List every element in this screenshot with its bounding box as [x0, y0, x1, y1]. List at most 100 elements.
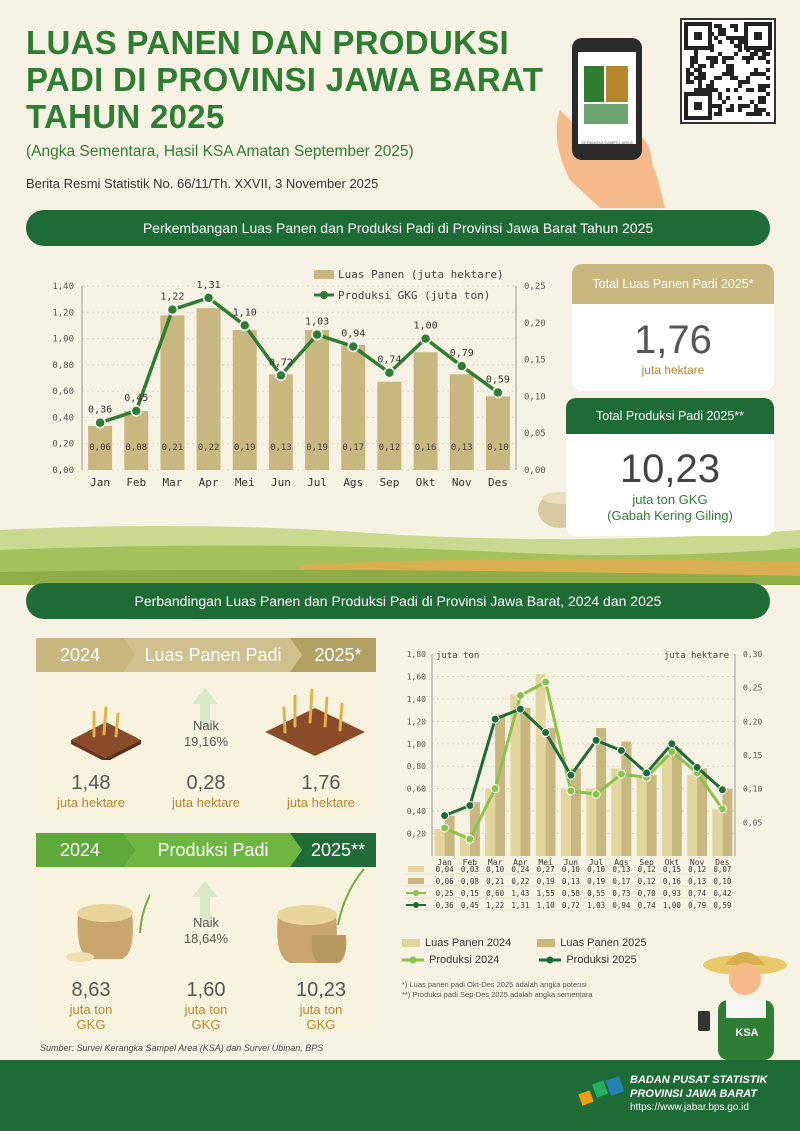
luas-val-b: 1,76: [301, 772, 341, 794]
qr-module: [766, 92, 770, 96]
qr-module: [730, 56, 734, 60]
table-cell: 0,94: [612, 901, 631, 910]
table-cell: 0,25: [436, 889, 454, 898]
qr-module: [706, 56, 710, 60]
table-cell: 0,13: [688, 877, 706, 886]
qr-module: [690, 64, 694, 68]
bar-label: 0,17: [342, 443, 364, 453]
table-cell: 1,31: [511, 901, 529, 910]
line-label: 0,59: [486, 374, 510, 385]
qr-module: [714, 56, 718, 60]
bar-luas-panen: [160, 315, 185, 470]
bar-luas-2024: [687, 775, 698, 856]
produksi-unit-b1: juta ton: [299, 1002, 343, 1017]
card2-unit-line1: juta ton GKG: [632, 491, 708, 507]
farmland-2024-icon: [71, 706, 141, 760]
y-left-tick: 1,00: [407, 740, 426, 749]
qr-module: [738, 80, 742, 84]
bar-luas-2024: [459, 835, 470, 856]
point-produksi: [347, 340, 359, 353]
rice-sack-2025-icon: [277, 868, 365, 963]
qr-module: [722, 56, 726, 60]
qr-module: [758, 84, 762, 88]
point-produksi: [239, 319, 251, 332]
point-produksi-2024: [515, 691, 525, 701]
qr-module: [698, 84, 702, 88]
bar-luas-2025: [671, 748, 682, 856]
table-cell: 0,74: [688, 889, 707, 898]
bar-luas-2025: [495, 714, 506, 856]
bar-luas-2024: [535, 674, 546, 856]
point-produksi-2024: [440, 823, 450, 833]
table-cell: 0,22: [511, 877, 529, 886]
table-cell: 0,03: [461, 865, 479, 874]
page-title: LUAS PANEN DAN PRODUKSI PADI DI PROVINSI…: [26, 24, 546, 135]
qr-module: [694, 88, 698, 92]
qr-module: [758, 112, 762, 116]
arrow-up-icon-2: [192, 881, 218, 921]
bar-luas-2024: [611, 768, 622, 856]
bar-label: 0,19: [234, 443, 256, 453]
note-2: **) Produksi padi Sep-Des 2025 adalah an…: [402, 990, 593, 999]
x-tick-label: Apr: [513, 858, 528, 867]
produksi-unit-a1: juta ton: [69, 1002, 113, 1017]
chart1-svg: 0,00 0,20 0,40 0,60 0,80 1,00 1,20 1,40 0,00 0,05…: [52, 268, 546, 489]
x-tick-label: Nov: [690, 858, 705, 867]
qr-module: [734, 52, 738, 56]
qr-code[interactable]: [680, 18, 776, 124]
section-banner-2: Perbandingan Luas Panen dan Produksi Pad…: [26, 583, 770, 619]
qr-module: [734, 28, 738, 32]
point-produksi-2024: [541, 677, 551, 687]
produksi-val-mid: 1,60: [186, 979, 226, 1001]
produksi-year-a: 2024: [59, 839, 101, 860]
phone-caption: KERANGKA SAMPEL AREA: [581, 140, 633, 145]
produksi-unit-b2: GKG: [306, 1017, 336, 1032]
qr-module: [714, 76, 718, 80]
qr-module: [754, 52, 758, 56]
legend-bar-label: Luas Panen (juta hektare): [338, 268, 504, 281]
qr-module: [754, 72, 758, 76]
qr-module: [738, 36, 742, 40]
bar-label: 0,13: [451, 443, 473, 453]
qr-module: [750, 100, 754, 104]
luas-unit-mid: juta hektare: [172, 795, 240, 810]
hand-phone-icon: [556, 38, 665, 208]
point-produksi: [383, 366, 396, 379]
qr-module: [690, 80, 694, 84]
point-produksi: [202, 292, 215, 304]
y-right-tick: 0,10: [524, 392, 546, 402]
bar-luas-2025: [646, 775, 657, 856]
luas-naik-pct: 19,16%: [183, 734, 229, 749]
bar-luas-2024: [560, 788, 571, 856]
line-label: 1,00: [414, 321, 438, 332]
x-tick-label: Jan: [437, 858, 452, 867]
qr-module: [722, 100, 726, 104]
line-produksi-2025: [444, 707, 724, 817]
table-cell: 0,59: [713, 901, 731, 910]
bar-luas-2025: [545, 728, 556, 856]
qr-module: [718, 112, 722, 116]
produksi-label: Produksi Padi: [157, 839, 269, 860]
qr-module: [730, 68, 734, 72]
bar-label: 0,06: [89, 443, 111, 453]
luas-label: Luas Panen Padi: [144, 644, 282, 665]
bar-luas-panen: [485, 396, 510, 470]
qr-module: [702, 72, 706, 76]
source-note: Sumber: Survei Kerangka Sampel Area (KSA…: [40, 1043, 324, 1053]
bar-luas-panen: [449, 374, 474, 470]
footer-url[interactable]: https://www.jabar.bps.go.id: [630, 1102, 749, 1113]
qr-module: [726, 36, 730, 40]
bar-luas-panen: [341, 344, 366, 470]
y-left-tick: 0,00: [52, 466, 74, 476]
note-1: *) Luas panen padi Okt-Des 2025 adalah a…: [402, 980, 587, 989]
bps-logo-icon: [578, 1076, 625, 1106]
x-tick-label: Mei: [235, 476, 255, 489]
table-cell: 0,73: [612, 889, 630, 898]
qr-module: [726, 56, 730, 60]
qr-module: [766, 60, 770, 64]
line-label: 0,72: [269, 357, 293, 368]
qr-module: [694, 76, 698, 80]
qr-module: [702, 88, 706, 92]
bar-label: 0,10: [487, 443, 509, 453]
bar-luas-2024: [485, 788, 496, 856]
